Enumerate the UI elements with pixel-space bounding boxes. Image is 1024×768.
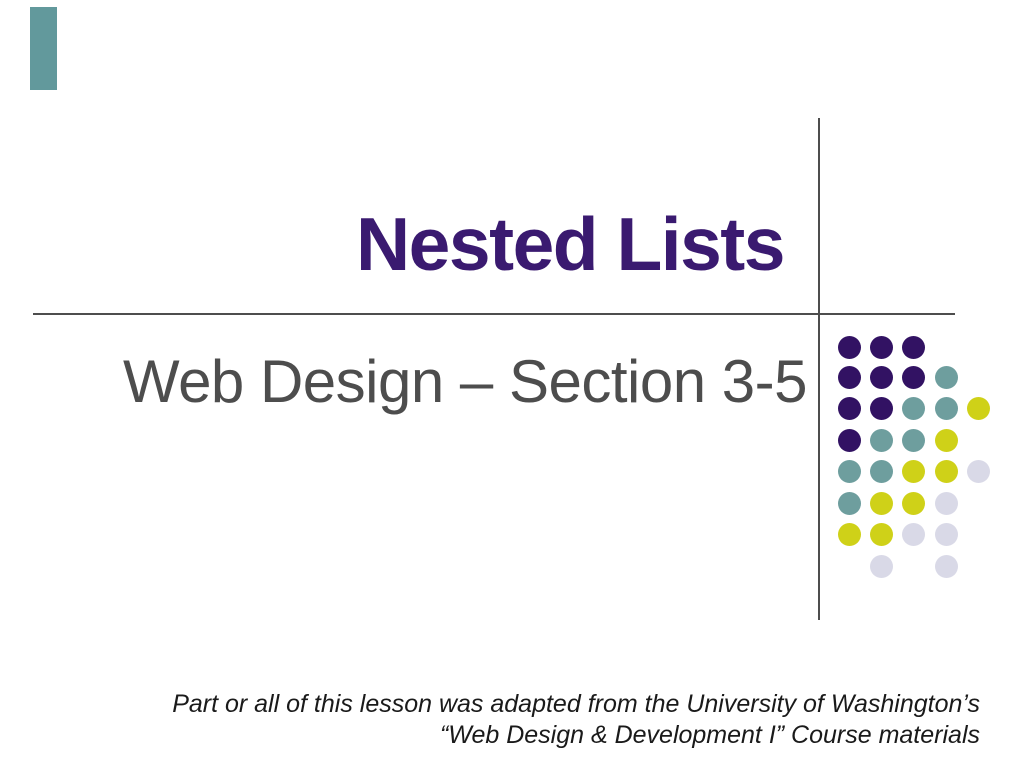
corner-accent-bar <box>30 7 57 90</box>
footer-note: Part or all of this lesson was adapted f… <box>172 689 980 751</box>
footer-line-1: Part or all of this lesson was adapted f… <box>172 690 980 718</box>
pattern-dot-teal <box>837 459 861 483</box>
pattern-dot-teal <box>869 459 893 483</box>
title-underline-rule <box>33 313 955 315</box>
pattern-dot-yellow <box>966 396 990 420</box>
slide-title: Nested Lists <box>356 202 785 286</box>
pattern-dot-teal <box>934 365 958 389</box>
pattern-dot-yellow <box>934 428 958 452</box>
pattern-dot-lavender <box>901 522 925 546</box>
pattern-dot-yellow <box>901 491 925 515</box>
pattern-dot-yellow <box>869 522 893 546</box>
pattern-dot-teal <box>934 396 958 420</box>
pattern-dot-teal <box>837 491 861 515</box>
pattern-dot-teal <box>869 428 893 452</box>
pattern-dot-lavender <box>869 554 893 578</box>
pattern-dot-lavender <box>934 491 958 515</box>
pattern-dot-lavender <box>966 459 990 483</box>
pattern-dot-yellow <box>901 459 925 483</box>
pattern-dot-lavender <box>934 522 958 546</box>
pattern-dot-yellow <box>934 459 958 483</box>
pattern-dot-purple <box>837 428 861 452</box>
pattern-dot-teal <box>901 428 925 452</box>
pattern-dot-yellow <box>869 491 893 515</box>
pattern-dot-yellow <box>837 522 861 546</box>
slide-subtitle: Web Design – Section 3-5 <box>123 348 807 415</box>
footer-line-2: “Web Design & Development I” Course mate… <box>439 721 980 749</box>
vertical-divider-rule <box>818 118 820 620</box>
pattern-dot-lavender <box>934 554 958 578</box>
